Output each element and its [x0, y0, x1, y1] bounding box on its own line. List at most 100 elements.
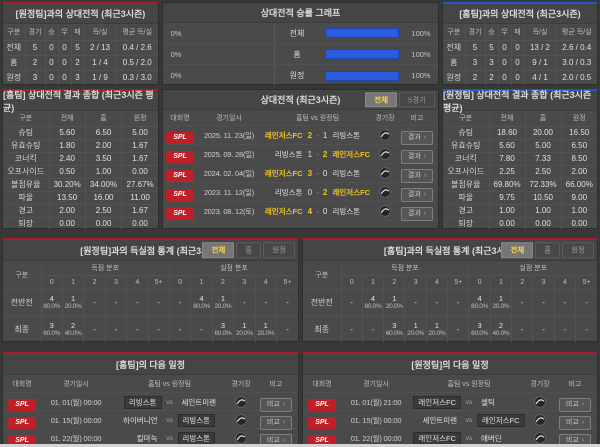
concede-cell: -	[233, 288, 256, 317]
home-team-name: 킬마녹	[136, 433, 158, 443]
column-header: 비고	[269, 380, 283, 388]
column-header: 비고	[410, 114, 424, 122]
filter-button[interactable]: 5경기	[399, 91, 435, 108]
concede-cell: 1 20.0%	[254, 315, 277, 343]
column-header: 3	[233, 274, 256, 290]
group-header-row: 구분 득점 분포 실점 분포	[3, 261, 298, 290]
stadium-icon[interactable]	[379, 205, 391, 217]
home-team-name: 리빙스톤	[123, 395, 162, 409]
stat-value: 1.80	[48, 138, 86, 153]
away-team-name: 래인저스FC	[332, 187, 371, 197]
stat-value: 16.00	[84, 190, 123, 205]
away-side: 셀틱	[477, 397, 527, 409]
compare-button[interactable]: 비교 ›	[558, 397, 592, 412]
stat-value: 3	[24, 69, 46, 85]
table-row: 원정 3 0 0 3 1 / 9 0.3 / 3.0	[3, 69, 158, 85]
stadium-icon[interactable]	[379, 186, 391, 198]
stadium-icon[interactable]	[379, 129, 391, 141]
concede-cell: -	[190, 315, 213, 343]
stadium-icon[interactable]	[534, 432, 546, 444]
panel-stats-home: [홈팀] 상대전적 결과 종합 (최근3시즌 평균) 구분 전체 홈 원정 슈팅…	[2, 89, 159, 230]
result-button[interactable]: 결과 ›	[400, 168, 434, 183]
stat-value: 0	[44, 54, 59, 71]
filter-button[interactable]: 홈	[535, 242, 561, 258]
stat-value: 4 / 1	[523, 69, 557, 85]
stadium-icon[interactable]	[379, 167, 391, 179]
table-row: 홈 3 3 0 0 9 / 1 3.0 / 0.3	[443, 54, 597, 71]
column-header: 4	[425, 274, 449, 290]
concede-cell: 3 60.0%	[211, 315, 235, 343]
winrate-row-label: 원정	[273, 65, 320, 86]
stat-value: 2.0 / 0.5	[555, 69, 597, 85]
panel-title-bar: [홈팀]과의 득실점 통계 (최근3시즌) 전체 홈 원정	[303, 240, 597, 261]
stadium-icon[interactable]	[235, 414, 247, 426]
away-score: 0	[322, 206, 328, 216]
stat-value: 0.00	[121, 216, 158, 230]
winrate-right-percent: 100%	[411, 49, 431, 59]
column-header: 1	[489, 274, 513, 290]
away-side: 래인저스FC	[477, 413, 527, 427]
league-badge: SPL	[308, 416, 336, 429]
count-header-row: 0 1 2 3 4 5+ 0 1 2 3 4 5+	[303, 274, 597, 290]
winrate-row: 0% 홈 100%	[163, 44, 438, 65]
column-header: 대회명	[12, 380, 32, 388]
column-header: 2	[211, 274, 235, 290]
stat-value: 5	[70, 39, 85, 56]
stat-value: 2	[70, 54, 85, 71]
stadium-icon[interactable]	[235, 432, 247, 444]
page-bottom-strip	[0, 444, 600, 447]
compare-button[interactable]: 비교 ›	[259, 415, 293, 430]
column-header: 2	[511, 274, 534, 290]
table-row: 파울 13.50 16.00 11.00	[3, 190, 158, 205]
filter-button[interactable]: 홈	[236, 242, 262, 258]
schedule-date: 01. 22(월) 00:00	[350, 433, 402, 443]
compare-button[interactable]: 비교 ›	[259, 397, 293, 412]
panel-title: [원정팀]과의 상대전적 (최근3시즌)	[3, 4, 158, 24]
stadium-icon[interactable]	[534, 414, 546, 426]
goals-away-table: 구분 득점 분포 실점 분포 0 1 2 3 4 5+ 0 1 2 3 4 5+ 전반전 - 4 80…	[303, 261, 597, 343]
stadium-icon[interactable]	[379, 148, 391, 160]
result-button[interactable]: 결과 ›	[400, 206, 434, 221]
goal-cell: 1 20.0%	[383, 288, 406, 317]
filter-button[interactable]: 원정	[263, 242, 295, 258]
filter-button[interactable]: 전체	[365, 91, 398, 108]
filter-button[interactable]: 전체	[202, 242, 235, 258]
stadium-icon[interactable]	[534, 396, 546, 408]
row-label: 경고	[3, 203, 50, 218]
filter-button[interactable]: 전체	[501, 242, 534, 258]
compare-button[interactable]: 비교 ›	[558, 415, 592, 430]
stat-value: 0	[44, 39, 59, 56]
goal-cell: 4 80.0%	[361, 288, 385, 317]
winrate-bar-right	[324, 49, 399, 59]
panel-title: 상대전적 (최근3시즌)	[260, 95, 341, 105]
panel-title: [홈팀] 상대전적 결과 종합 (최근3시즌 평균)	[3, 90, 158, 113]
compare-button[interactable]: 비교 ›	[259, 433, 293, 447]
winrate-bar-right	[324, 70, 399, 81]
away-score: 2	[322, 187, 328, 197]
stat-value: 13.50	[48, 190, 86, 205]
venue-cell	[527, 432, 553, 444]
league-badge: SPL	[166, 150, 194, 163]
league-cell: SPL	[163, 145, 197, 163]
result-button[interactable]: 결과 ›	[400, 187, 434, 202]
filter-button[interactable]: 원정	[562, 242, 594, 258]
compare-cell: 비교 ›	[553, 429, 597, 447]
goal-stat-row: 최종 3 60.0% 2 40.0% - - - - - - 3 60.0% 1 20.…	[3, 315, 298, 343]
schedule-table-header: 대회명 경기일시 홈팀 vs 원정팀 경기장 비고	[3, 375, 298, 393]
column-header: 무	[57, 24, 72, 41]
stat-value: 18.60	[488, 125, 526, 140]
away-score: 2	[322, 149, 328, 159]
result-button[interactable]: 결과 ›	[400, 149, 434, 164]
row-label: 원정	[3, 69, 26, 85]
concede-cell: 3 60.0%	[468, 315, 491, 343]
compare-button[interactable]: 비교 ›	[558, 433, 592, 447]
table-row: 유효슈팅 1.80 2.00 1.67	[3, 138, 158, 153]
winrate-left-percent: 0%	[170, 49, 182, 59]
panel-winrate-graph: 상대전적 승률 그래프 0% 전체 100% 0%	[162, 2, 439, 86]
stadium-icon[interactable]	[235, 396, 247, 408]
result-button[interactable]: 결과 ›	[400, 130, 434, 145]
column-header: 0	[468, 274, 491, 290]
stat-value: 5.60	[48, 125, 86, 140]
column-header: 패	[510, 24, 525, 41]
row-label: 오프사이드	[443, 164, 490, 179]
